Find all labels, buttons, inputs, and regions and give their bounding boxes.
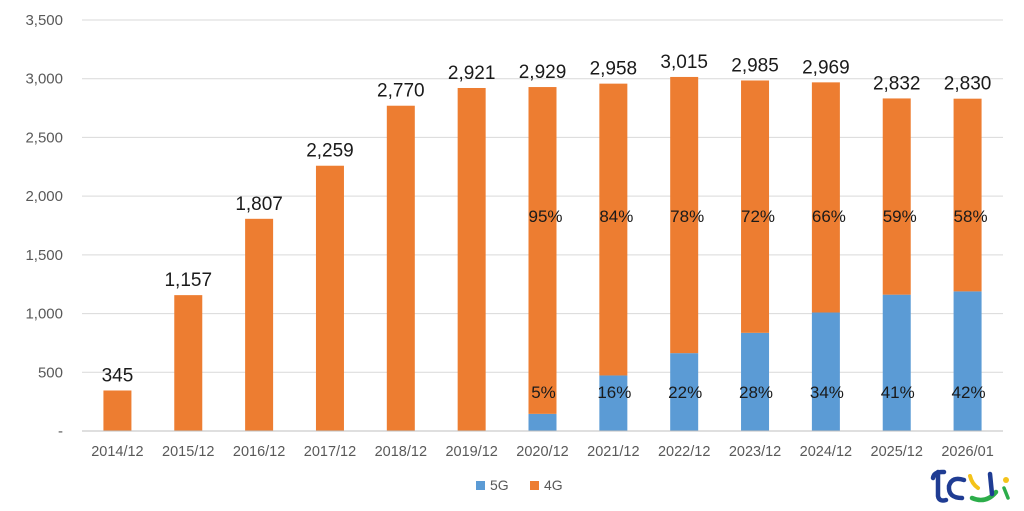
x-tick-label: 2026/01: [941, 444, 993, 460]
y-tick-label: 2,000: [25, 188, 63, 205]
legend-label-4g: 4G: [544, 477, 563, 493]
bar-4g: [741, 80, 770, 333]
y-tick-label: 1,500: [25, 247, 63, 264]
bar-4g: [315, 165, 344, 431]
bar-4g: [670, 76, 699, 354]
pct-label-5g: 22%: [668, 383, 702, 402]
y-tick-label: 3,000: [25, 71, 63, 88]
x-tick-label: 2015/12: [162, 444, 214, 460]
bar-4g: [811, 82, 840, 313]
total-value-label: 2,969: [802, 57, 850, 78]
pct-label-5g: 28%: [739, 383, 773, 402]
bar-4g: [457, 87, 486, 431]
total-value-label: 2,958: [590, 59, 638, 80]
bar-5g: [599, 375, 628, 431]
legend-swatch-5g: [476, 481, 485, 490]
total-value-label: 1,807: [235, 194, 283, 215]
y-tick-label: 3,500: [25, 12, 63, 29]
legend-label-5g: 5G: [490, 477, 509, 493]
bar-4g: [882, 98, 911, 295]
bar-5g: [811, 312, 840, 431]
y-axis: - 500 1,000 1,500 2,000 2,500 3,000 3,500: [25, 12, 63, 440]
total-value-label: 2,770: [377, 81, 425, 102]
total-value-label: 2,832: [873, 73, 921, 94]
bar-4g: [103, 390, 132, 431]
y-tick-label: 500: [38, 364, 63, 381]
bar-4g: [386, 105, 415, 432]
total-value-label: 2,259: [306, 141, 354, 162]
pct-label-5g: 16%: [597, 383, 631, 402]
x-tick-label: 2022/12: [658, 444, 710, 460]
x-axis: 2014/12 2015/12 2016/12 2017/12 2018/12 2019/…: [82, 430, 1003, 460]
bar-4g: [245, 218, 274, 431]
pct-label-5g: 34%: [810, 383, 844, 402]
total-value-label: 2,929: [519, 62, 567, 83]
total-value-label: 2,985: [731, 55, 779, 76]
pct-label-4g: 58%: [954, 207, 988, 226]
y-tick-label: -: [58, 423, 63, 440]
total-value-label: 2,921: [448, 63, 496, 84]
x-tick-label: 2021/12: [587, 444, 639, 460]
legend-swatch-4g: [530, 481, 539, 490]
total-value-label: 345: [102, 365, 134, 386]
pct-label-5g: 5%: [531, 383, 556, 402]
pct-label-4g: 84%: [599, 207, 633, 226]
total-value-label: 1,157: [164, 270, 212, 291]
x-tick-label: 2025/12: [871, 444, 923, 460]
x-tick-label: 2020/12: [516, 444, 568, 460]
legend: 5G 4G: [476, 477, 563, 493]
bar-5g: [528, 413, 557, 431]
pct-label-4g: 78%: [670, 207, 704, 226]
data-labels: 345 1,157 1,807 2,259 2,770 2,921 2,929 5% 95% 2,…: [102, 52, 992, 402]
pct-label-4g: 95%: [528, 207, 562, 226]
bar-4g: [528, 87, 557, 414]
total-value-label: 2,830: [944, 74, 992, 95]
x-tick-label: 2023/12: [729, 444, 781, 460]
x-tick-label: 2016/12: [233, 444, 285, 460]
x-tick-label: 2019/12: [445, 444, 497, 460]
pct-label-5g: 42%: [952, 383, 986, 402]
bar-5g: [882, 294, 911, 431]
y-tick-label: 1,000: [25, 306, 63, 323]
bar-5g: [953, 291, 982, 431]
bar-5g: [741, 332, 770, 431]
bar-5g: [670, 353, 699, 431]
tcj-logo-icon: [930, 469, 1010, 503]
pct-label-4g: 66%: [812, 207, 846, 226]
bar-4g: [599, 83, 628, 376]
pct-label-4g: 59%: [883, 207, 917, 226]
bar-4g: [174, 295, 203, 431]
x-tick-label: 2024/12: [800, 444, 852, 460]
x-tick-label: 2014/12: [91, 444, 143, 460]
bar-4g: [953, 98, 982, 292]
bars: [103, 76, 982, 432]
y-tick-label: 2,500: [25, 129, 63, 146]
total-value-label: 3,015: [660, 52, 708, 73]
x-tick-label: 2018/12: [375, 444, 427, 460]
x-tick-label: 2017/12: [304, 444, 356, 460]
pct-label-5g: 41%: [881, 383, 915, 402]
pct-label-4g: 72%: [741, 207, 775, 226]
